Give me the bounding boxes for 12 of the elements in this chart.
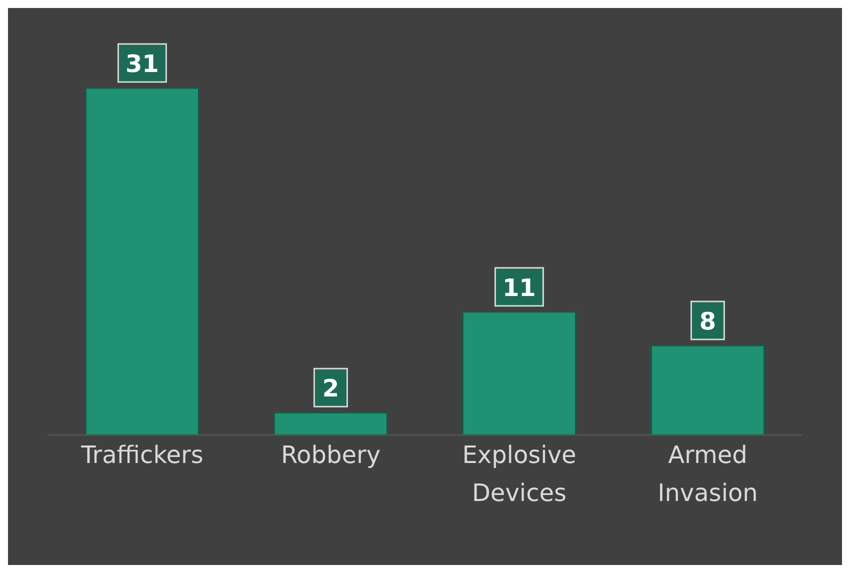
bar — [650, 344, 765, 436]
x-tick-label: Armed Invasion — [658, 441, 758, 507]
x-tick-label: Explosive Devices — [462, 441, 576, 507]
bar — [273, 412, 388, 436]
data-label: 31 — [125, 50, 159, 78]
x-tick-label: Robbery — [280, 441, 381, 469]
bar — [462, 311, 576, 436]
data-label: 11 — [502, 274, 536, 302]
data-label: 2 — [322, 374, 340, 403]
data-label: 8 — [699, 307, 716, 336]
x-tick-label: Traffickers — [80, 441, 204, 469]
bar — [84, 87, 200, 436]
